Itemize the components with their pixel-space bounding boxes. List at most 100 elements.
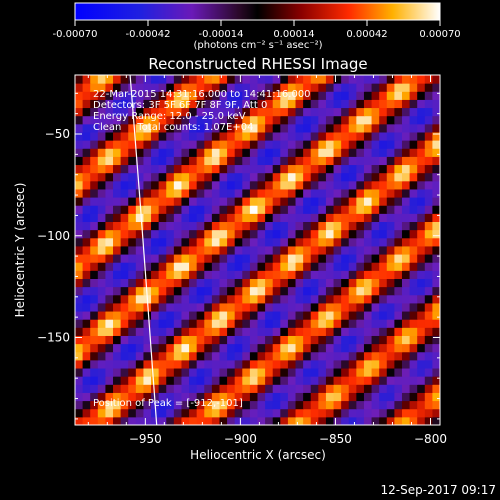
heatmap-cell: [143, 278, 152, 288]
heatmap-cell: [386, 408, 395, 418]
heatmap-cell: [417, 123, 426, 133]
heatmap-cell: [105, 140, 114, 149]
heatmap-cell: [272, 140, 281, 149]
heatmap-cell: [82, 262, 91, 271]
heatmap-cell: [333, 75, 342, 84]
heatmap-cell: [394, 123, 403, 133]
heatmap-cell: [310, 213, 319, 223]
heatmap-cell: [386, 319, 395, 328]
heatmap-cell: [151, 99, 160, 109]
heatmap-cell: [341, 123, 350, 133]
heatmap-cell: [386, 164, 395, 174]
heatmap-cell: [417, 359, 426, 369]
heatmap-cell: [310, 376, 319, 385]
heatmap-cell: [120, 343, 129, 353]
heatmap-cell: [128, 123, 137, 133]
heatmap-cell: [128, 172, 137, 182]
heatmap-cell: [287, 294, 297, 304]
heatmap-cell: [128, 262, 137, 271]
heatmap-cell: [295, 221, 304, 231]
colorbar: -0.00070 -0.00042 -0.00014 0.00014 0.00042 0.…: [53, 2, 461, 51]
heatmap-cell: [242, 237, 251, 247]
heatmap-cell: [166, 262, 175, 271]
heatmap-cell: [158, 237, 167, 247]
heatmap-cell: [151, 335, 160, 345]
heatmap-cell: [379, 368, 388, 377]
heatmap-cell: [371, 188, 380, 198]
heatmap-cell: [196, 400, 205, 410]
heatmap-cell: [280, 229, 289, 239]
heatmap-cell: [280, 115, 289, 125]
heatmap-cell: [417, 392, 426, 402]
heatmap-cell: [341, 384, 350, 393]
heatmap-cell: [325, 197, 335, 206]
heatmap-cell: [173, 148, 182, 157]
heatmap-cell: [75, 107, 84, 117]
heatmap-cell: [90, 368, 99, 377]
heatmap-cell: [158, 213, 167, 223]
heatmap-cell: [120, 197, 129, 206]
heatmap-cell: [143, 75, 152, 84]
heatmap-cell: [394, 286, 403, 296]
heatmap-cell: [204, 205, 213, 214]
heatmap-cell: [409, 262, 418, 271]
heatmap-cell: [82, 245, 91, 255]
heatmap-cell: [401, 237, 411, 247]
heatmap-cell: [189, 311, 198, 320]
heatmap-cell: [196, 172, 205, 182]
heatmap-cell: [211, 164, 220, 174]
heatmap-cell: [151, 262, 160, 271]
heatmap-cell: [401, 286, 411, 296]
heatmap-cells: [75, 75, 440, 425]
heatmap-cell: [227, 262, 236, 271]
heatmap-cell: [151, 286, 160, 296]
heatmap-cell: [143, 400, 152, 410]
heatmap-cell: [135, 384, 144, 393]
peak-position-label: Position of Peak = [-912,-101]: [93, 398, 243, 409]
heatmap-cell: [348, 140, 357, 149]
heatmap-cell: [249, 335, 258, 345]
heatmap-cell: [97, 311, 106, 320]
heatmap-cell: [82, 221, 91, 231]
heatmap-cell: [432, 351, 440, 361]
heatmap-cell: [363, 131, 373, 141]
heatmap-cell: [158, 376, 167, 385]
heatmap-cell: [333, 107, 342, 117]
heatmap-cell: [348, 148, 357, 157]
heatmap-cell: [181, 205, 190, 214]
heatmap-cell: [75, 123, 84, 133]
heatmap-cell: [196, 237, 205, 247]
heatmap-cell: [82, 359, 91, 369]
heatmap-cell: [75, 197, 84, 206]
heatmap-cell: [386, 91, 395, 100]
heatmap-cell: [325, 319, 335, 328]
heatmap-cell: [82, 164, 91, 174]
heatmap-cell: [417, 197, 426, 206]
heatmap-cell: [181, 376, 190, 385]
heatmap-cell: [356, 335, 365, 345]
heatmap-cell: [227, 188, 236, 198]
heatmap-cell: [356, 302, 365, 312]
heatmap-cell: [417, 294, 426, 304]
heatmap-cell: [143, 359, 152, 369]
heatmap-cell: [234, 359, 243, 369]
heatmap-cell: [409, 75, 418, 84]
heatmap-cell: [401, 254, 411, 263]
heatmap-cell: [257, 392, 266, 402]
heatmap-cell: [417, 148, 426, 157]
heatmap-cell: [424, 319, 433, 328]
heatmap-cell: [432, 335, 440, 345]
heatmap-cell: [432, 311, 440, 320]
heatmap-cell: [173, 99, 182, 109]
heatmap-cell: [151, 197, 160, 206]
heatmap-cell: [424, 164, 433, 174]
heatmap-cell: [97, 172, 106, 182]
heatmap-cell: [325, 351, 335, 361]
heatmap-cell: [356, 416, 365, 425]
heatmap-cell: [219, 359, 228, 369]
heatmap-cell: [75, 359, 84, 369]
heatmap-cell: [173, 270, 182, 279]
heatmap-cell: [158, 91, 167, 100]
heatmap-cell: [409, 384, 418, 393]
heatmap-cell: [356, 140, 365, 149]
